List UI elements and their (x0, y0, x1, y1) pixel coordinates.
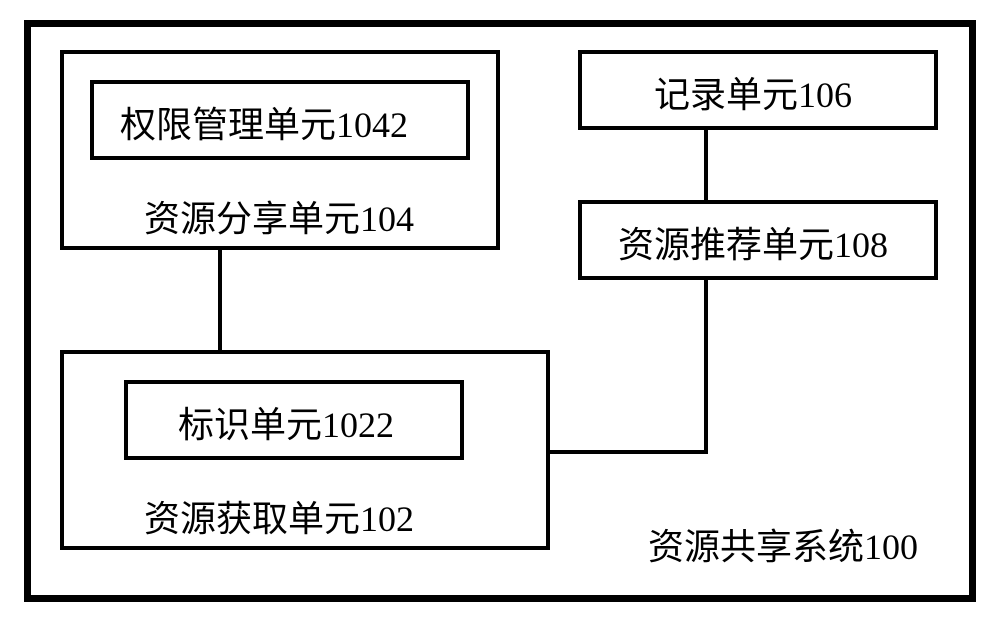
label-unit-106: 记录单元106 (654, 66, 852, 118)
label-unit-104: 资源分享单元104 (144, 190, 414, 242)
edge-108-to-102-v (704, 280, 708, 454)
diagram-canvas: 资源共享系统100 资源分享单元104 权限管理单元1042 记录单元106 资… (0, 0, 1000, 622)
label-unit-1022: 标识单元1022 (178, 396, 394, 448)
label-system-100: 资源共享系统100 (648, 518, 918, 570)
edge-104-to-102 (218, 250, 222, 350)
label-unit-1042: 权限管理单元1042 (120, 96, 408, 148)
label-unit-102: 资源获取单元102 (144, 490, 414, 542)
label-unit-108: 资源推荐单元108 (618, 216, 888, 268)
edge-106-to-108 (704, 130, 708, 200)
edge-108-to-102-h (550, 450, 708, 454)
